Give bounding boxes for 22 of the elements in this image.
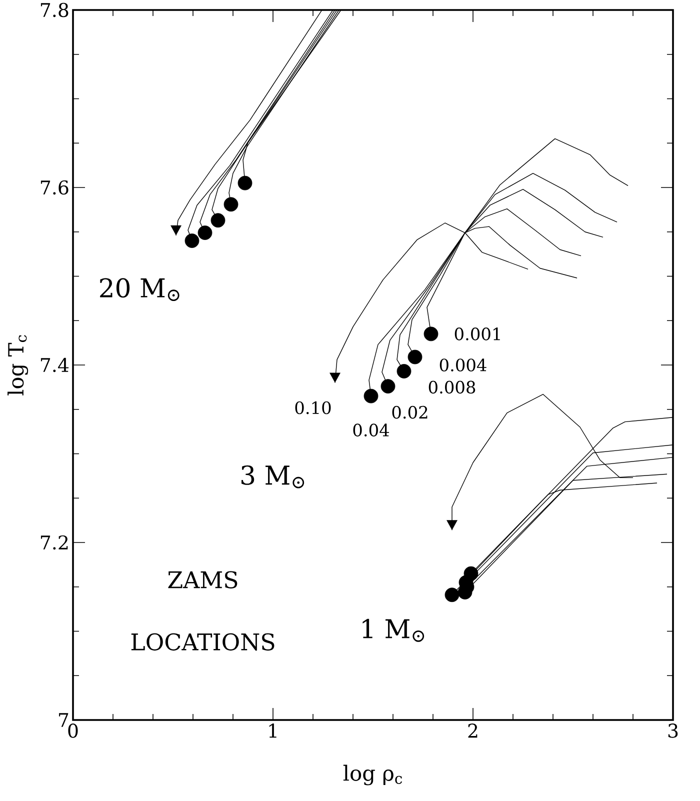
annotation: 0.008 [428, 380, 476, 394]
annotation: 20 M$_{⊙}$ [100, 278, 180, 302]
y-tick-label: 7.2 [40, 535, 68, 550]
y-tick-label: 7.6 [40, 180, 68, 195]
annotation: 0.04 [353, 424, 389, 436]
annotation: 0.10 [295, 401, 331, 414]
annotation: 0.02 [392, 406, 428, 419]
x-tick-label: 1 [269, 724, 276, 738]
y-tick-label: 7.4 [40, 358, 69, 372]
annotation: 1 M$_{⊙}$ [362, 618, 424, 642]
annotation: 0.001 [454, 328, 500, 340]
annotation: ZAMS [168, 571, 238, 588]
annotation: 3 M$_{⊙}$ [242, 465, 304, 488]
x-tick-label: 3 [668, 724, 678, 738]
y-tick-label: 7 [59, 713, 68, 727]
x-axis-title: log ρ$_{c}$ [343, 764, 402, 786]
x-tick-label: 2 [468, 724, 478, 738]
y-axis-title: log T$_{c}$ [8, 335, 28, 396]
annotation: LOCATIONS [131, 633, 274, 651]
annotation: 0.004 [440, 358, 486, 372]
x-tick-label: 0 [68, 724, 78, 738]
y-tick-label: 7.8 [40, 2, 68, 18]
